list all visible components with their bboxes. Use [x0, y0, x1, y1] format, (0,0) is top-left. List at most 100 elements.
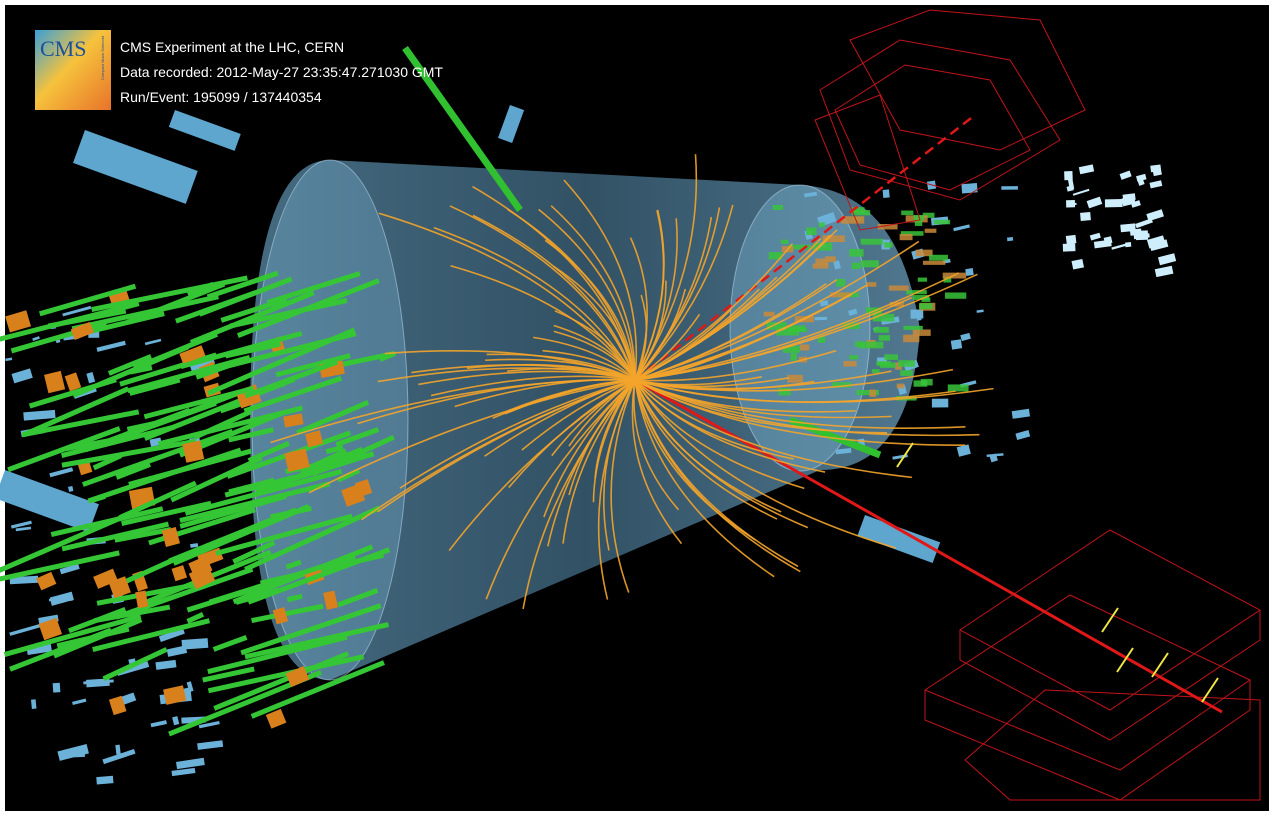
calo-hit	[158, 627, 185, 642]
hcal-deposit	[813, 242, 833, 251]
track	[634, 379, 799, 568]
track	[634, 353, 724, 381]
hcal-deposit	[170, 455, 263, 503]
hcal-deposit	[244, 359, 339, 399]
track	[634, 379, 892, 419]
hcal-deposit	[207, 634, 348, 675]
track	[634, 379, 782, 513]
muon-hit	[1151, 652, 1169, 678]
hcal-deposit	[822, 235, 845, 243]
hcal-deposit	[91, 275, 248, 312]
hcal-deposit	[180, 330, 303, 369]
calo-hit	[1072, 188, 1090, 196]
ecal-deposit	[163, 685, 187, 705]
calo-hit	[38, 614, 59, 625]
calo-hit	[1066, 185, 1074, 192]
track	[399, 379, 636, 489]
hcal-deposit	[782, 345, 800, 353]
hcal-deposit	[56, 626, 130, 649]
hcal-deposit	[944, 292, 967, 299]
ecal-deposit	[789, 325, 806, 332]
hcal-deposit	[102, 647, 168, 682]
calo-hit	[960, 332, 971, 342]
calo-hit	[1119, 170, 1132, 180]
hcal-deposit	[947, 384, 969, 392]
hcal-deposit	[122, 556, 177, 585]
calo-hit	[833, 260, 841, 270]
hcal-deposit	[208, 553, 356, 605]
calo-hit	[181, 638, 209, 650]
hcal-deposit	[788, 244, 811, 250]
hcal-deposit	[860, 260, 879, 268]
ecal-deposit	[896, 383, 905, 389]
calo-hit	[950, 339, 963, 350]
hcal-deposit	[129, 377, 181, 396]
ecal-deposit	[929, 254, 948, 261]
ecal-deposit	[900, 231, 924, 236]
hcal-deposit	[812, 263, 829, 269]
calo-hit	[835, 447, 852, 455]
hcal-deposit	[0, 514, 125, 578]
track	[634, 273, 978, 381]
calo-hit	[1080, 212, 1091, 222]
hcal-deposit	[247, 440, 290, 463]
tracks	[270, 154, 1219, 703]
hcal-deposit	[325, 445, 344, 455]
hcal-deposit	[831, 382, 852, 388]
hcal-deposit	[243, 375, 343, 414]
ecal-deposit	[285, 666, 310, 688]
hcal-deposit	[84, 400, 217, 453]
hcal-deposit	[195, 331, 357, 377]
track	[634, 272, 960, 381]
calo-hit	[15, 526, 32, 532]
track	[634, 210, 665, 381]
hcal-deposit	[115, 462, 151, 480]
hcal-deposit	[898, 360, 916, 367]
calo-hit	[5, 357, 13, 362]
calo-hit	[102, 748, 136, 765]
calo-hit	[49, 591, 74, 606]
calo-hit	[96, 775, 114, 785]
hcal-deposit	[851, 262, 861, 270]
track	[634, 207, 721, 381]
hcal-deposit	[914, 219, 923, 226]
ecal-deposit	[161, 527, 181, 547]
calo-block	[857, 514, 941, 564]
muon-track	[634, 114, 976, 381]
muon-track	[634, 378, 1223, 714]
calo-hit	[115, 744, 121, 755]
track	[568, 379, 636, 496]
ecal-deposit	[860, 238, 883, 245]
calo-hit	[186, 681, 194, 693]
track	[508, 379, 636, 489]
hcal-deposit	[884, 354, 899, 360]
hcal-deposit	[943, 276, 952, 283]
hcal-deposit	[922, 212, 935, 218]
hcal-deposit	[168, 507, 297, 564]
calo-hit	[1149, 239, 1169, 251]
track	[563, 179, 638, 381]
calo-hit	[1120, 223, 1136, 233]
track	[634, 243, 794, 381]
hcal-deposit	[215, 513, 353, 556]
muon-hit	[1116, 647, 1134, 673]
calo-hit	[1093, 239, 1112, 249]
track	[629, 237, 648, 381]
track	[631, 379, 683, 545]
ecal-deposit	[182, 440, 205, 463]
ecal-deposit	[922, 260, 946, 265]
track	[485, 358, 636, 381]
hcal-deposit	[251, 603, 324, 624]
track	[634, 294, 648, 381]
muon-hit	[896, 442, 914, 468]
logo-box	[35, 30, 111, 110]
detector-hits	[0, 45, 1177, 785]
calo-hit	[86, 372, 96, 384]
track	[454, 378, 636, 408]
hcal-deposit	[126, 281, 226, 325]
hcal-deposit	[851, 210, 871, 216]
track	[634, 349, 837, 382]
calo-block	[498, 105, 525, 144]
hcal-deposit	[787, 374, 803, 383]
